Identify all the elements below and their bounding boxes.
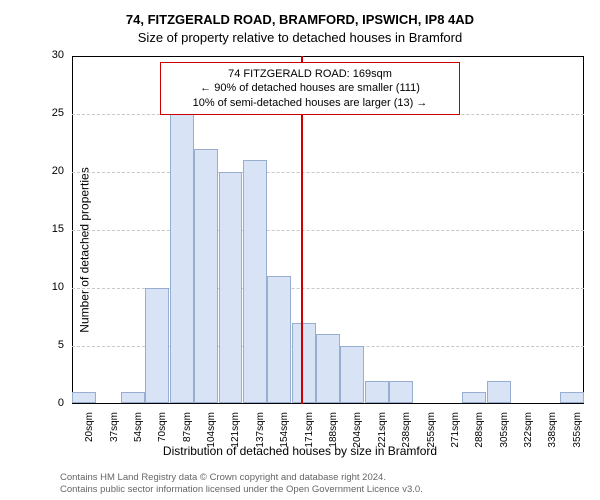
histogram-bar [316,334,340,403]
annotation-line: ← 90% of detached houses are smaller (11… [169,81,451,95]
histogram-bar [72,392,96,403]
annotation-line: 74 FITZGERALD ROAD: 169sqm [169,67,451,81]
y-tick-label: 25 [52,107,64,119]
histogram-bar [389,381,413,403]
x-axis-label: Distribution of detached houses by size … [0,444,600,458]
gridline [72,172,584,173]
y-tick-label: 20 [52,165,64,177]
histogram-bar [292,323,316,403]
histogram-bar [219,172,243,403]
y-tick-label: 30 [52,49,64,61]
annotation-box: 74 FITZGERALD ROAD: 169sqm← 90% of detac… [160,62,460,115]
gridline [72,230,584,231]
y-tick-label: 0 [58,397,64,409]
y-tick-label: 10 [52,281,64,293]
histogram-bar [560,392,584,403]
histogram-bar [365,381,389,403]
histogram-bar [462,392,486,403]
plot-area: 05101520253020sqm37sqm54sqm70sqm87sqm104… [72,56,584,404]
footer-line-1: Contains HM Land Registry data © Crown c… [60,472,590,484]
chart-subtitle: Size of property relative to detached ho… [0,30,600,45]
footer-attribution: Contains HM Land Registry data © Crown c… [60,472,590,496]
y-tick-label: 15 [52,223,64,235]
chart-title: 74, FITZGERALD ROAD, BRAMFORD, IPSWICH, … [0,12,600,27]
histogram-bar [243,160,267,403]
annotation-line: 10% of semi-detached houses are larger (… [169,96,451,110]
histogram-bar [487,381,511,403]
y-tick-label: 5 [58,339,64,351]
histogram-bar [121,392,145,403]
histogram-bar [145,288,169,403]
chart-stage: 74, FITZGERALD ROAD, BRAMFORD, IPSWICH, … [0,0,600,500]
histogram-bar [340,346,364,403]
histogram-bar [170,114,194,403]
footer-line-2: Contains public sector information licen… [60,484,590,496]
histogram-bar [267,276,291,403]
histogram-bar [194,149,218,403]
